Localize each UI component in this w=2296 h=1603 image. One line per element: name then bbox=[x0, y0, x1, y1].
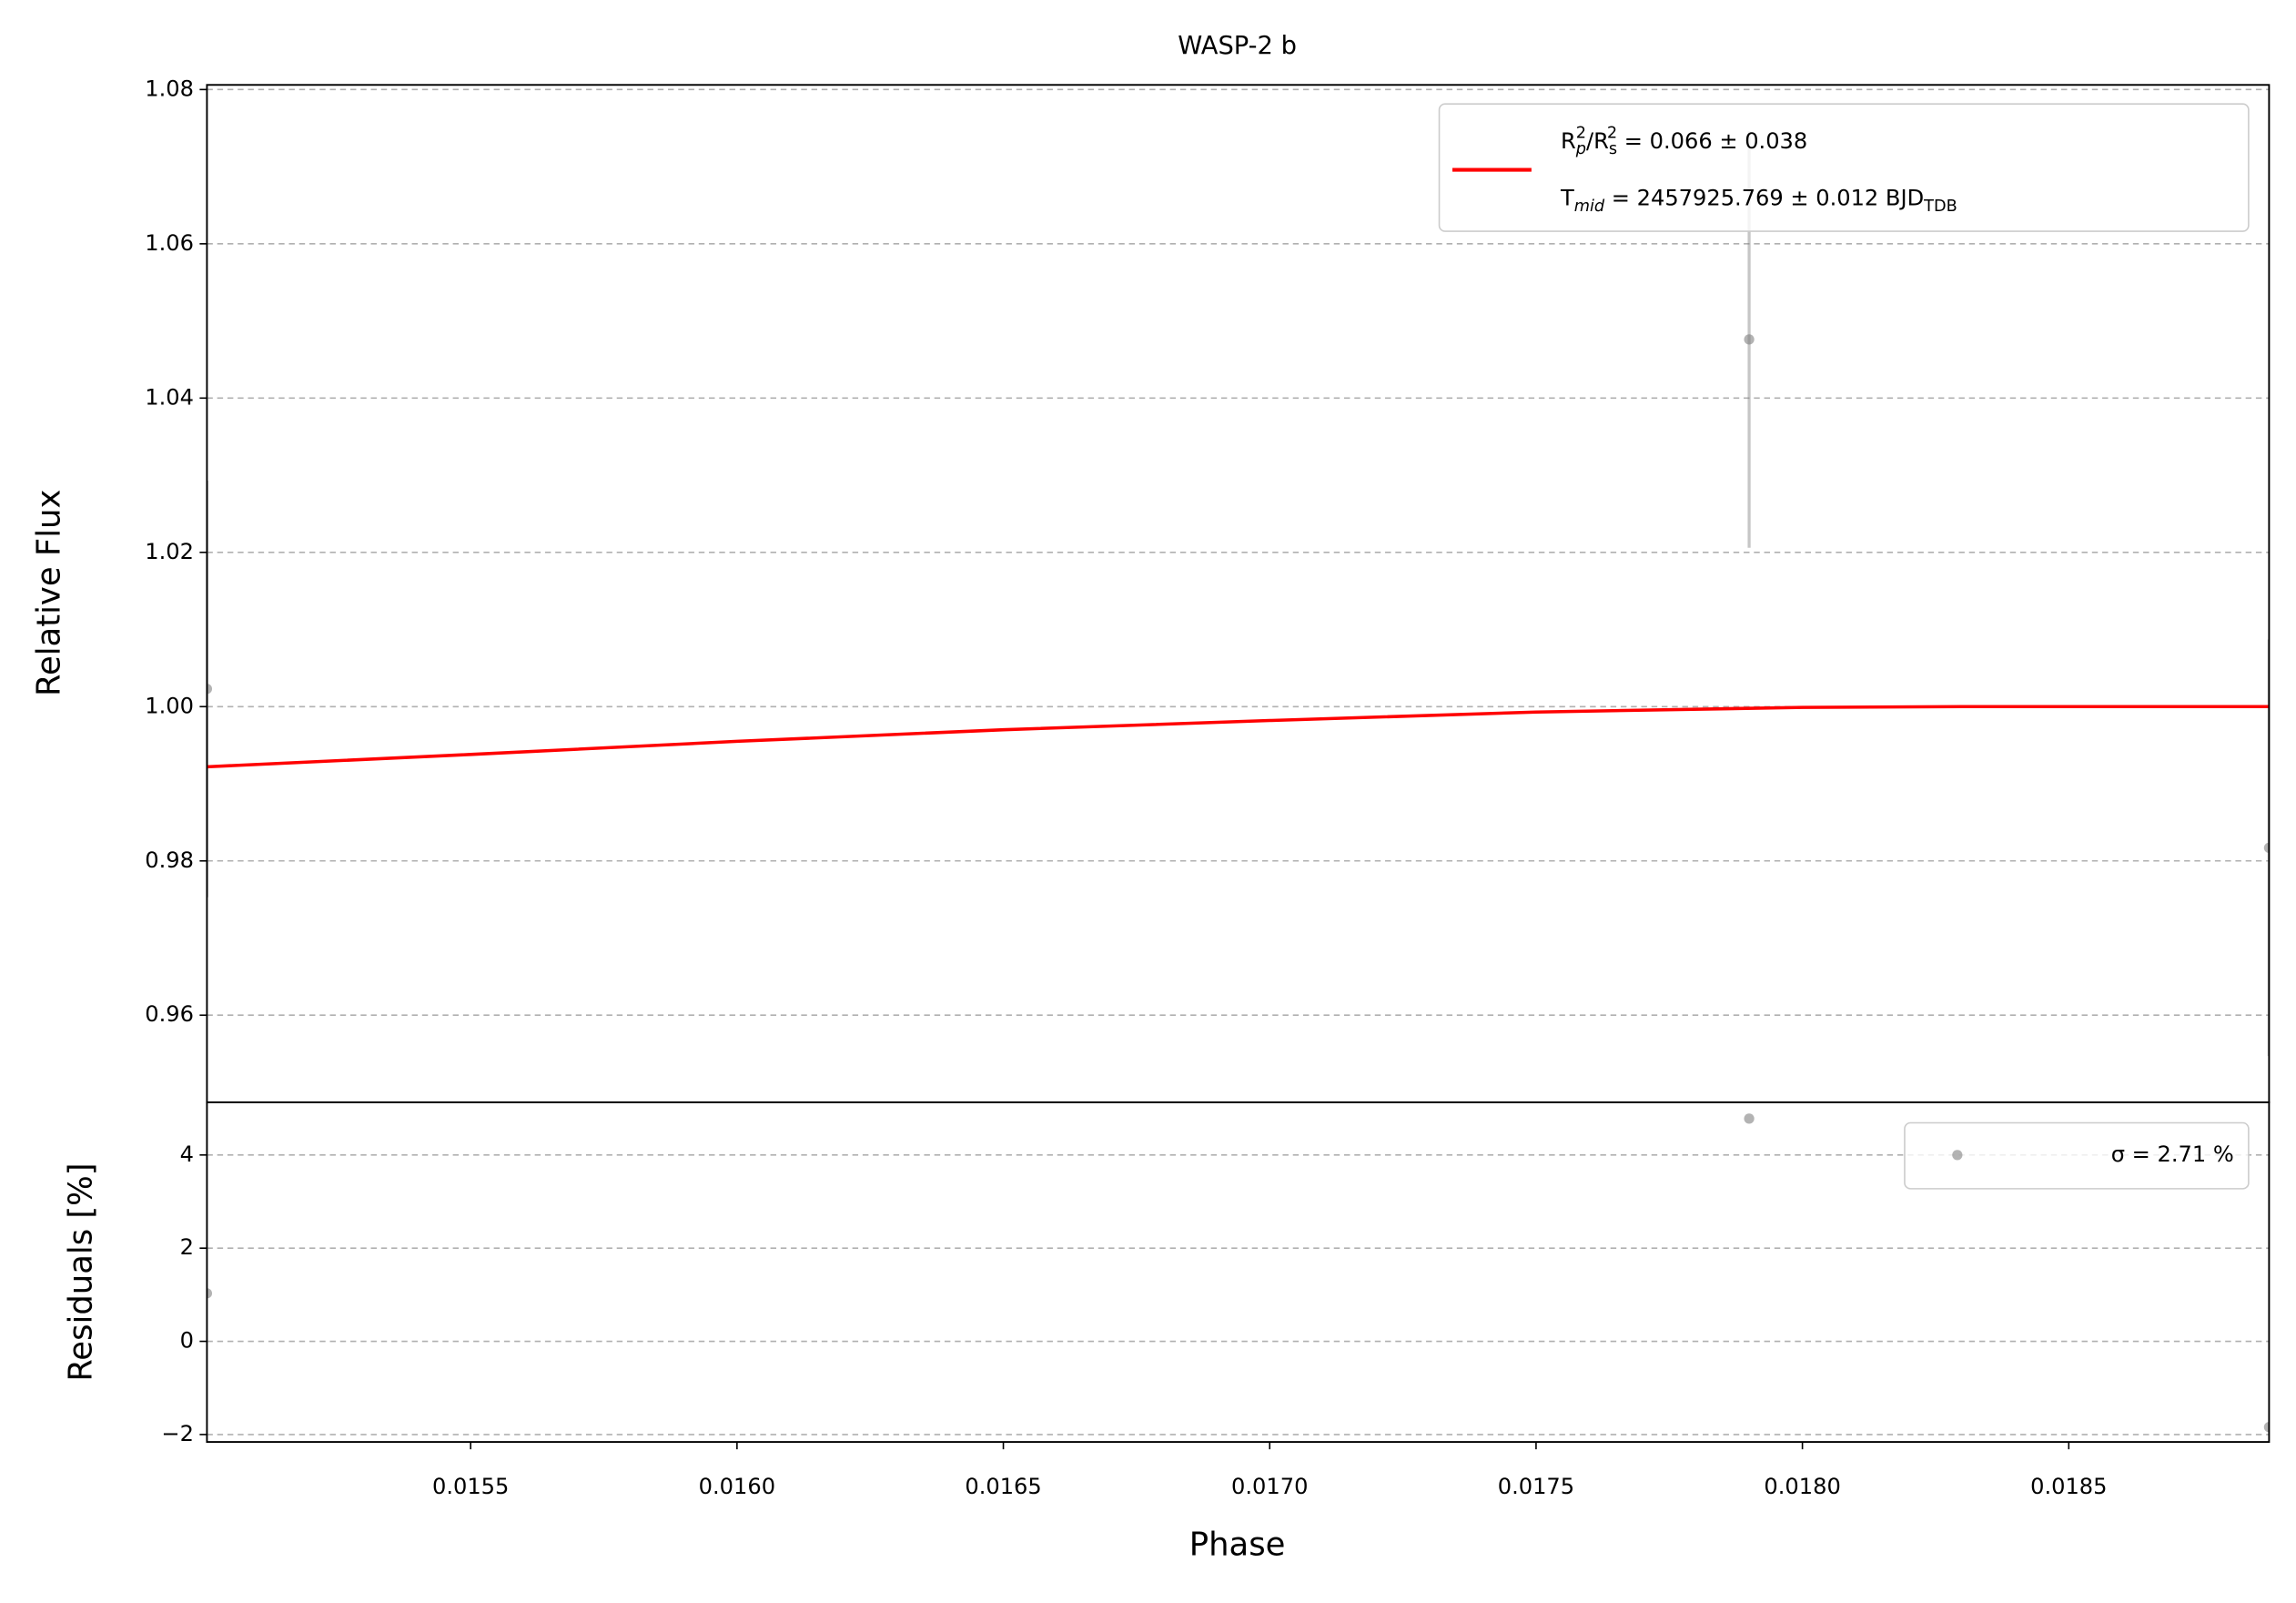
legend-marker bbox=[1952, 1150, 1963, 1161]
legend: σ = 2.71 % bbox=[1904, 1121, 2250, 1190]
legend-label-part: R bbox=[1561, 128, 1576, 154]
legend-label-part: T bbox=[1560, 186, 1574, 211]
legend-label-part: /R bbox=[1586, 128, 1609, 154]
y-tick-label: 0.96 bbox=[145, 1001, 194, 1027]
axes-frame bbox=[206, 1101, 2271, 1444]
legend-box bbox=[1904, 1121, 2250, 1190]
y-tick-label: 1.02 bbox=[145, 539, 194, 564]
legend-box bbox=[1438, 103, 2250, 232]
legend-label-part: p bbox=[1575, 140, 1586, 158]
data-point bbox=[1744, 334, 1755, 345]
legend-label: σ = 2.71 % bbox=[2111, 1141, 2234, 1167]
data-point bbox=[2263, 1422, 2270, 1433]
legend-label: Rp2/Rs2 = 0.066 ± 0.038 bbox=[1561, 124, 1807, 158]
x-tick-label: 0.0155 bbox=[432, 1474, 509, 1499]
y-axis-label: Residuals [%] bbox=[63, 1162, 100, 1381]
x-axis-label: Phase bbox=[1189, 1526, 1286, 1563]
x-tick-label: 0.0180 bbox=[1764, 1474, 1840, 1499]
model-line bbox=[207, 705, 2270, 769]
plot-area bbox=[207, 1113, 2270, 1433]
legend-label-part: 2 bbox=[1607, 124, 1617, 142]
chart-title: WASP-2 b bbox=[1178, 32, 1297, 60]
y-tick-label: 1.06 bbox=[145, 230, 194, 256]
y-tick-label: 1.00 bbox=[145, 693, 194, 718]
plot-area bbox=[207, 131, 2270, 1057]
x-tick-label: 0.0175 bbox=[1498, 1474, 1574, 1499]
legend-label-part: mid bbox=[1574, 198, 1605, 216]
data-point bbox=[207, 684, 213, 695]
y-tick-label: 0.98 bbox=[145, 847, 194, 873]
data-point bbox=[2263, 842, 2270, 853]
y-axis-label: Relative Flux bbox=[30, 490, 67, 696]
x-tick-label: 0.0160 bbox=[699, 1474, 775, 1499]
axes-frame bbox=[206, 84, 2271, 1103]
y-tick-label: 0 bbox=[180, 1328, 194, 1354]
x-tick-label: 0.0185 bbox=[2030, 1474, 2107, 1499]
y-tick-label: 4 bbox=[180, 1141, 194, 1167]
legend-label-part: = 2457925.769 ± 0.012 BJD bbox=[1604, 186, 1924, 211]
legend-label-part: TDB bbox=[1923, 198, 1957, 216]
x-tick-label: 0.0165 bbox=[965, 1474, 1041, 1499]
legend-label-part: 2 bbox=[1576, 124, 1586, 142]
legend-label-part: s bbox=[1609, 140, 1617, 158]
x-tick-label: 0.0170 bbox=[1231, 1474, 1308, 1499]
legend-label-part: = 0.066 ± 0.038 bbox=[1617, 128, 1807, 154]
y-tick-label: 2 bbox=[180, 1234, 194, 1260]
y-tick-label: 1.04 bbox=[145, 384, 194, 410]
data-point bbox=[1744, 1113, 1755, 1124]
data-point bbox=[207, 1288, 213, 1299]
y-tick-label: 1.08 bbox=[145, 76, 194, 101]
legend-label: Tmid = 2457925.769 ± 0.012 BJDTDB bbox=[1560, 186, 1957, 216]
y-tick-label: −2 bbox=[161, 1421, 194, 1446]
